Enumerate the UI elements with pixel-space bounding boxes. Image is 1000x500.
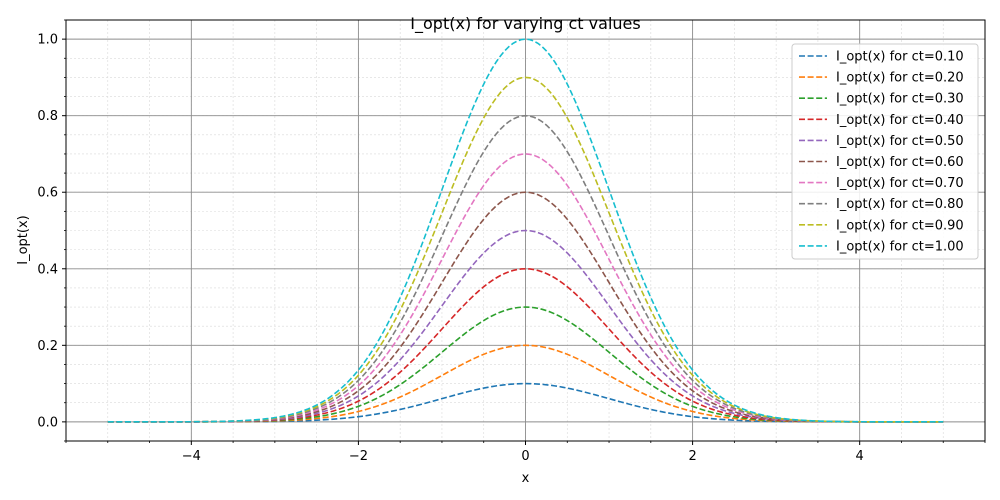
legend-label: I_opt(x) for ct=0.10 [836,50,964,65]
x-axis-title: x [522,471,530,486]
legend-label: I_opt(x) for ct=0.20 [836,71,964,86]
series-line [107,38,944,423]
y-tick-label: 0.6 [37,186,58,201]
x-tick-label: −2 [349,449,368,464]
legend-label: I_opt(x) for ct=0.50 [836,134,964,149]
y-tick-label: 1.0 [37,33,58,48]
legend-label: I_opt(x) for ct=0.70 [836,176,964,191]
legend-label: I_opt(x) for ct=0.60 [836,155,964,170]
legend-box [791,43,979,260]
x-tick-label: 0 [521,449,529,464]
y-tick-label: 0.4 [37,262,58,277]
legend: I_opt(x) for ct=0.10 I_opt(x) for ct=0.20… [791,43,979,260]
x-tick-label: −4 [182,449,201,464]
y-tick-label: 0.0 [37,415,58,430]
y-axis-title: I_opt(x) [16,215,31,264]
legend-label: I_opt(x) for ct=0.30 [836,92,964,107]
y-tick-label: 0.8 [37,109,58,124]
x-tick-label: 2 [688,449,696,464]
x-tick-label: 4 [856,449,864,464]
legend-label: I_opt(x) for ct=0.80 [836,197,964,212]
axis-ticks: −4 −2 0 2 4 0.0 0.2 0.4 0.6 0.8 1.0 [37,19,986,464]
y-tick-label: 0.2 [37,339,58,354]
legend-label: I_opt(x) for ct=0.90 [836,218,964,233]
legend-label: I_opt(x) for ct=1.00 [836,239,964,254]
legend-label: I_opt(x) for ct=0.40 [836,113,964,128]
series-layer [107,38,944,423]
